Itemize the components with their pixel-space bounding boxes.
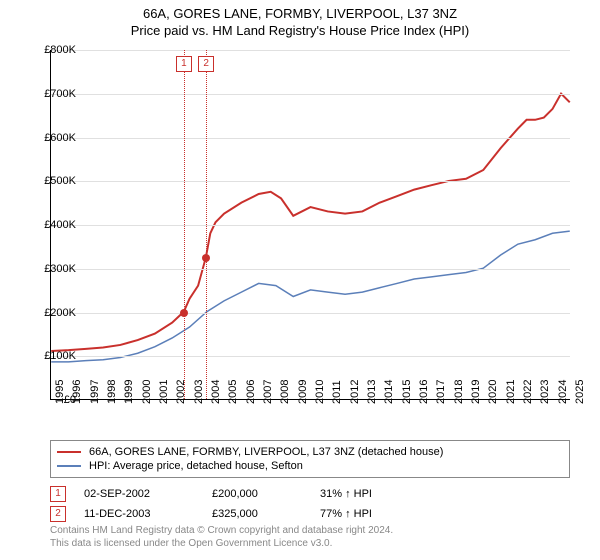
title-address: 66A, GORES LANE, FORMBY, LIVERPOOL, L37 … xyxy=(0,6,600,21)
xtick-label: 2000 xyxy=(141,380,153,404)
sale-marker-box: 1 xyxy=(176,56,192,72)
ytick-label: £700K xyxy=(36,88,76,100)
footer-line2: This data is licensed under the Open Gov… xyxy=(50,537,393,550)
sale-marker-icon: 1 xyxy=(50,486,66,502)
xtick-label: 2014 xyxy=(383,380,395,404)
ytick-label: £500K xyxy=(36,175,76,187)
sale-pct: 77% ↑ HPI xyxy=(320,508,410,520)
sales-table: 1 02-SEP-2002 £200,000 31% ↑ HPI 2 11-DE… xyxy=(50,484,570,524)
sale-row: 2 11-DEC-2003 £325,000 77% ↑ HPI xyxy=(50,504,570,524)
xtick-label: 2011 xyxy=(331,380,343,404)
xtick-label: 2021 xyxy=(505,380,517,404)
sale-marker-box: 2 xyxy=(198,56,214,72)
legend-label-hpi: HPI: Average price, detached house, Seft… xyxy=(89,460,303,472)
xtick-label: 2022 xyxy=(522,380,534,404)
sale-vline xyxy=(184,50,185,399)
sale-marker-icon: 2 xyxy=(50,506,66,522)
title-subtitle: Price paid vs. HM Land Registry's House … xyxy=(0,23,600,38)
xtick-label: 2008 xyxy=(279,380,291,404)
xtick-label: 2018 xyxy=(453,380,465,404)
sale-point xyxy=(180,309,188,317)
xtick-label: 1996 xyxy=(71,380,83,404)
chart-plot-area: 12 xyxy=(50,50,570,400)
xtick-label: 2005 xyxy=(227,380,239,404)
legend-label-property: 66A, GORES LANE, FORMBY, LIVERPOOL, L37 … xyxy=(89,446,443,458)
xtick-label: 2024 xyxy=(557,380,569,404)
ytick-label: £200K xyxy=(36,307,76,319)
xtick-label: 1997 xyxy=(89,380,101,404)
sale-date: 11-DEC-2003 xyxy=(84,508,194,520)
ytick-label: £300K xyxy=(36,263,76,275)
legend-item-hpi: HPI: Average price, detached house, Seft… xyxy=(57,459,563,473)
gridline xyxy=(51,50,570,51)
xtick-label: 1995 xyxy=(54,380,66,404)
xtick-label: 2013 xyxy=(366,380,378,404)
sale-price: £325,000 xyxy=(212,508,302,520)
xtick-label: 1999 xyxy=(123,380,135,404)
gridline xyxy=(51,181,570,182)
xtick-label: 2019 xyxy=(470,380,482,404)
gridline xyxy=(51,313,570,314)
legend-box: 66A, GORES LANE, FORMBY, LIVERPOOL, L37 … xyxy=(50,440,570,478)
sale-pct: 31% ↑ HPI xyxy=(320,488,410,500)
gridline xyxy=(51,138,570,139)
xtick-label: 2007 xyxy=(262,380,274,404)
gridline xyxy=(51,269,570,270)
sale-point xyxy=(202,254,210,262)
gridline xyxy=(51,94,570,95)
xtick-label: 2015 xyxy=(401,380,413,404)
ytick-label: £600K xyxy=(36,132,76,144)
xtick-label: 2004 xyxy=(210,380,222,404)
legend-item-property: 66A, GORES LANE, FORMBY, LIVERPOOL, L37 … xyxy=(57,445,563,459)
xtick-label: 2003 xyxy=(193,380,205,404)
xtick-label: 2016 xyxy=(418,380,430,404)
sale-date: 02-SEP-2002 xyxy=(84,488,194,500)
sale-vline xyxy=(206,50,207,399)
xtick-label: 1998 xyxy=(106,380,118,404)
xtick-label: 2017 xyxy=(435,380,447,404)
ytick-label: £100K xyxy=(36,350,76,362)
xtick-label: 2006 xyxy=(245,380,257,404)
xtick-label: 2023 xyxy=(539,380,551,404)
chart-container: 66A, GORES LANE, FORMBY, LIVERPOOL, L37 … xyxy=(0,0,600,560)
sale-row: 1 02-SEP-2002 £200,000 31% ↑ HPI xyxy=(50,484,570,504)
xtick-label: 2025 xyxy=(574,380,586,404)
xtick-label: 2020 xyxy=(487,380,499,404)
xtick-label: 2002 xyxy=(175,380,187,404)
ytick-label: £800K xyxy=(36,44,76,56)
ytick-label: £400K xyxy=(36,219,76,231)
xtick-label: 2010 xyxy=(314,380,326,404)
xtick-label: 2012 xyxy=(349,380,361,404)
title-block: 66A, GORES LANE, FORMBY, LIVERPOOL, L37 … xyxy=(0,0,600,38)
gridline xyxy=(51,225,570,226)
legend-swatch-hpi xyxy=(57,465,81,467)
footer-attribution: Contains HM Land Registry data © Crown c… xyxy=(50,524,393,550)
gridline xyxy=(51,356,570,357)
legend-swatch-property xyxy=(57,451,81,453)
xtick-label: 2009 xyxy=(297,380,309,404)
sale-price: £200,000 xyxy=(212,488,302,500)
xtick-label: 2001 xyxy=(158,380,170,404)
footer-line1: Contains HM Land Registry data © Crown c… xyxy=(50,524,393,537)
